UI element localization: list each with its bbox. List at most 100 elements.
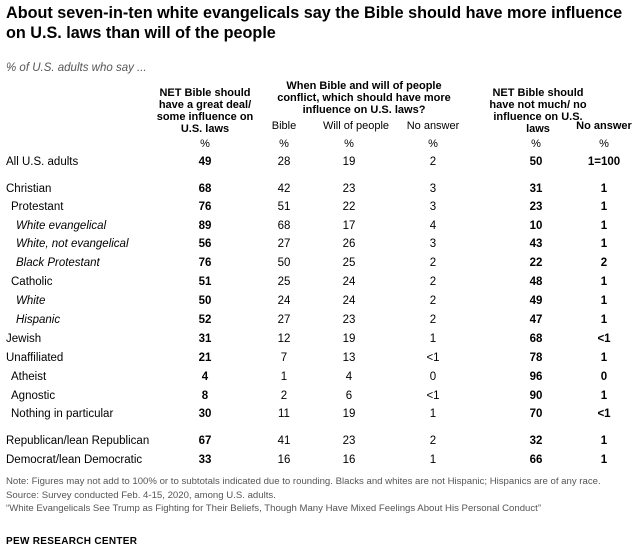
header-will-of-people: Will of people [322,120,390,132]
table-cell: 2 [429,435,437,447]
table-row: Agnostic 8 2 6 <1 90 1 [0,388,644,406]
table-cell: 7 [280,352,288,364]
table-cell: 25 [342,257,356,269]
table-cell: 96 [529,371,543,383]
table-cell: 16 [277,454,291,466]
table-cell: 19 [342,333,356,345]
row-label: Black Protestant [16,257,100,269]
header-net-less: NET Bible should have not much/ no influ… [489,87,587,135]
row-label: White [16,295,46,307]
table-cell: 19 [342,408,356,420]
row-label: Jewish [6,333,42,345]
table-row: White, not evangelical 56 27 26 3 43 1 [0,236,644,254]
table-cell: <1 [597,408,611,420]
table-cell: 27 [277,314,291,326]
table-cell: 23 [342,314,356,326]
table-cell: 6 [345,390,353,402]
row-label: All U.S. adults [6,156,79,168]
pct-label: % [344,138,354,150]
table-cell: 70 [529,408,543,420]
table-cell: 27 [277,238,291,250]
table-row: White 50 24 24 2 49 1 [0,293,644,311]
table-cell: 23 [342,183,356,195]
table-cell: 68 [198,183,212,195]
table-cell: 42 [277,183,291,195]
table-cell: <1 [597,333,611,345]
table-row: Republican/lean Republican 67 41 23 2 32 1 [0,433,644,451]
table-row: White evangelical 89 68 17 4 10 1 [0,218,644,236]
table-row: Democrat/lean Democratic 33 16 16 1 66 1 [0,452,644,470]
table-cell: 1 [600,183,608,195]
table-cell: 0 [600,371,608,383]
table-row: Christian 68 42 23 3 31 1 [0,181,644,199]
table-cell: 76 [198,257,212,269]
table-cell: 30 [198,408,212,420]
table-cell: 3 [429,238,437,250]
table-cell: 50 [198,295,212,307]
row-label: White evangelical [16,220,107,232]
table-cell: 66 [529,454,543,466]
row-label: Hispanic [16,314,61,326]
table-cell: 1 [600,352,608,364]
table-cell: 2 [600,257,608,269]
table-cell: 22 [342,201,356,213]
table-cell: 0 [429,371,437,383]
pct-label: % [279,138,289,150]
footer-note: Note: Figures may not add to 100% or to … [6,476,601,487]
table-cell: 11 [278,408,290,420]
table-cell: 3 [429,201,437,213]
row-label: Catholic [11,276,53,288]
table-cell: 1 [600,238,608,250]
table-cell: 51 [198,276,212,288]
table-cell: 1 [600,435,608,447]
table-cell: 1 [600,314,608,326]
table-cell: 22 [529,257,543,269]
table-row: Hispanic 52 27 23 2 47 1 [0,312,644,330]
table-row: Protestant 76 51 22 3 23 1 [0,199,644,217]
header-bible: Bible [271,120,297,132]
table-cell: 52 [198,314,212,326]
table-cell: 50 [277,257,291,269]
table-cell: 1 [600,276,608,288]
chart-subtitle: % of U.S. adults who say ... [6,62,147,74]
pct-label: % [531,138,541,150]
table-cell: 4 [201,371,209,383]
table-row: Unaffiliated 21 7 13 <1 78 1 [0,350,644,368]
table-row: Jewish 31 12 19 1 68 <1 [0,331,644,349]
table-cell: 2 [429,257,437,269]
table-cell: 76 [198,201,212,213]
table-row: Atheist 4 1 4 0 96 0 [0,369,644,387]
table-cell: 2 [280,390,288,402]
row-label: Republican/lean Republican [6,435,150,447]
table-cell: 17 [342,220,356,232]
pct-label: % [200,138,210,150]
table-cell: 31 [198,333,212,345]
row-label: Agnostic [11,390,56,402]
table-cell: 1 [429,333,437,345]
table-cell: 31 [529,183,543,195]
table-cell: 26 [342,238,356,250]
row-label: Protestant [11,201,64,213]
row-label: Atheist [11,371,47,383]
table-cell: 2 [429,276,437,288]
table-cell: 24 [342,276,356,288]
table-cell: 1=100 [587,156,621,168]
pct-label: % [428,138,438,150]
table-cell: 43 [529,238,543,250]
table-cell: 1 [600,390,608,402]
table-cell: 3 [429,183,437,195]
table-cell: 68 [277,220,291,232]
pct-label: % [599,138,609,150]
table-cell: 1 [600,295,608,307]
table-cell: 24 [277,295,291,307]
table-cell: 68 [529,333,543,345]
table-cell: 24 [342,295,356,307]
table-row: Black Protestant 76 50 25 2 22 2 [0,255,644,273]
table-cell: 33 [198,454,212,466]
table-cell: 10 [529,220,543,232]
table-cell: 90 [529,390,543,402]
table-cell: 67 [198,435,212,447]
table-cell: 50 [529,156,543,168]
table-row: Catholic 51 25 24 2 48 1 [0,274,644,292]
table-cell: 48 [529,276,543,288]
